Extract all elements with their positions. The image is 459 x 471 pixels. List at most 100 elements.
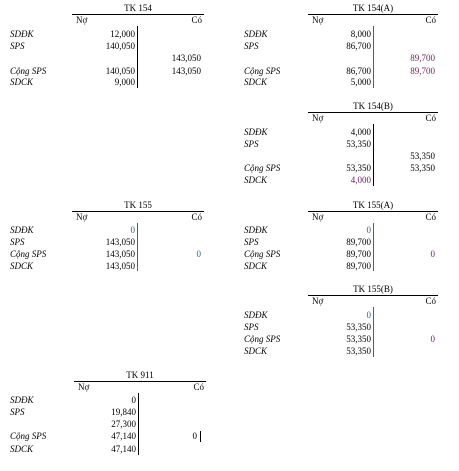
total-credit: 0: [430, 249, 436, 259]
credit-header: Có: [191, 15, 202, 25]
opening-debit: 0: [131, 395, 137, 405]
opening-debit: 0: [130, 225, 136, 235]
label-total: Cộng SPS: [244, 66, 281, 76]
label-closing: SDCK: [244, 175, 268, 185]
period-debit: 53,350: [346, 139, 371, 149]
label-closing: SDCK: [10, 444, 34, 454]
opening-debit: 0: [366, 225, 372, 235]
period-debit: 86,700: [346, 41, 371, 51]
closing-debit: 4,000: [350, 175, 371, 185]
label-total: Cộng SPS: [10, 249, 47, 259]
period-debit-1: 19,840: [111, 407, 136, 417]
opening-debit: 8,000: [350, 29, 371, 39]
closing-debit: 9,000: [114, 77, 135, 87]
period-debit-2: 27,300: [111, 419, 136, 429]
t-divider: [373, 223, 374, 271]
label-total: Cộng SPS: [10, 66, 47, 76]
label-opening: SDĐK: [244, 310, 268, 320]
account-title: TK 155: [124, 200, 152, 210]
debit-header: Nợ: [312, 113, 324, 123]
credit-header: Có: [425, 296, 436, 306]
t-divider: [138, 393, 139, 455]
period-credit: 53,350: [410, 151, 435, 161]
title-rule: [308, 14, 438, 15]
title-rule: [308, 112, 438, 113]
total-debit: 143,050: [105, 249, 135, 259]
t-divider: [137, 223, 138, 271]
total-credit: 0: [196, 249, 202, 259]
credit-header: Có: [425, 113, 436, 123]
period-debit: 89,700: [346, 237, 371, 247]
total-debit: 47,140: [111, 431, 136, 441]
total-debit: 86,700: [346, 66, 371, 76]
closing-debit: 143,050: [105, 261, 135, 271]
debit-header: Nợ: [76, 212, 88, 222]
debit-header: Nợ: [312, 15, 324, 25]
label-total: Cộng SPS: [244, 163, 281, 173]
total-credit: 0: [430, 334, 436, 344]
total-credit: 53,350: [410, 163, 435, 173]
label-opening: SDĐK: [10, 29, 34, 39]
debit-header: Nợ: [76, 15, 88, 25]
credit-header: Có: [425, 15, 436, 25]
credit-header: Có: [191, 212, 202, 222]
total-debit: 53,350: [346, 163, 371, 173]
period-debit: 53,350: [346, 322, 371, 332]
account-title: TK 155(A): [352, 200, 394, 210]
total-credit: 89,700: [410, 66, 435, 76]
label-opening: SDĐK: [244, 225, 268, 235]
title-rule: [74, 381, 206, 382]
t-divider: [373, 26, 374, 88]
credit-header: Có: [425, 212, 436, 222]
label-total: Cộng SPS: [10, 431, 47, 441]
label-opening: SDĐK: [244, 127, 268, 137]
account-title: TK 154: [124, 3, 152, 13]
debit-header: Nợ: [78, 382, 90, 392]
credit-header: Có: [193, 382, 204, 392]
label-opening: SDĐK: [10, 225, 34, 235]
period-credit: 89,700: [410, 53, 435, 63]
total-credit: 143,050: [171, 66, 201, 76]
label-period: SPS: [244, 41, 259, 51]
label-opening: SDĐK: [244, 29, 268, 39]
total-debit: 140,050: [105, 66, 135, 76]
opening-debit: 0: [366, 310, 372, 320]
closing-debit: 53,350: [346, 346, 371, 356]
account-title: TK 911: [126, 370, 154, 380]
period-debit: 143,050: [105, 237, 135, 247]
label-period: SPS: [244, 237, 259, 247]
label-total: Cộng SPS: [244, 334, 281, 344]
closing-debit: 47,140: [111, 444, 136, 454]
period-credit: 143,050: [171, 53, 201, 63]
label-closing: SDCK: [244, 346, 268, 356]
closing-debit: 5,000: [350, 77, 371, 87]
label-closing: SDCK: [244, 261, 268, 271]
label-closing: SDCK: [244, 77, 268, 87]
account-title: TK 155(B): [353, 284, 393, 294]
title-rule: [308, 211, 438, 212]
label-opening: SDĐK: [10, 395, 34, 405]
opening-debit: 4,000: [350, 127, 371, 137]
label-total: Cộng SPS: [244, 249, 281, 259]
account-title: TK 154(B): [353, 101, 393, 111]
t-divider: [373, 307, 374, 357]
t-divider: [137, 26, 138, 88]
cell-marker: [200, 431, 201, 442]
total-credit: 0: [192, 431, 198, 441]
label-period: SPS: [10, 41, 25, 51]
opening-debit: 12,000: [110, 29, 135, 39]
label-period: SPS: [10, 237, 25, 247]
t-divider: [373, 124, 374, 186]
debit-header: Nợ: [312, 212, 324, 222]
title-rule: [72, 14, 204, 15]
title-rule: [308, 295, 438, 296]
account-title: TK 154(A): [352, 3, 394, 13]
label-closing: SDCK: [10, 77, 34, 87]
label-period: SPS: [10, 407, 25, 417]
period-debit: 140,050: [105, 41, 135, 51]
total-debit: 53,350: [346, 334, 371, 344]
closing-debit: 89,700: [346, 261, 371, 271]
debit-header: Nợ: [312, 296, 324, 306]
label-period: SPS: [244, 139, 259, 149]
label-period: SPS: [244, 322, 259, 332]
